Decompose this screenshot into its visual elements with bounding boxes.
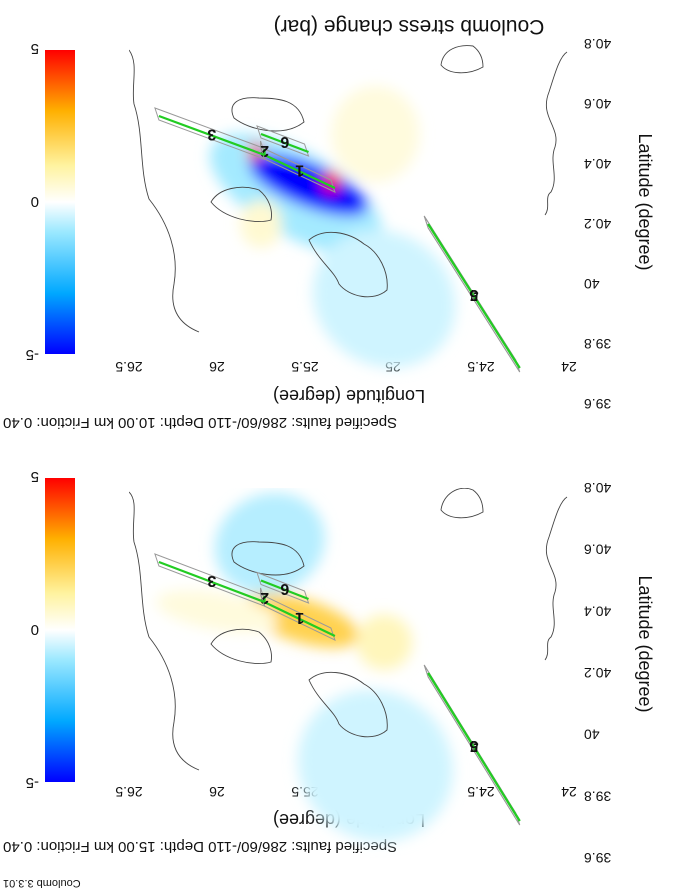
x-tick-label: 24 xyxy=(561,784,577,800)
software-credit: Coulomb 3.3.01 xyxy=(3,877,81,889)
coastline-island-lemnos xyxy=(308,671,388,738)
y-tick-label: 40 xyxy=(584,276,600,292)
fault-traces: 123456 xyxy=(154,553,521,826)
colorbar-tick-max: 5 xyxy=(31,40,39,57)
stress-contour xyxy=(297,689,453,842)
x-tick-label: 26.5 xyxy=(115,359,142,375)
stress-field xyxy=(156,492,453,842)
fault-trace xyxy=(158,560,265,604)
fault-trace xyxy=(260,132,309,154)
x-tick-label: 24 xyxy=(561,359,577,375)
fault-label: 2 xyxy=(260,142,269,159)
colorbar-tick-mid: 0 xyxy=(31,193,39,210)
coastline-east xyxy=(129,491,200,771)
fault-label: 3 xyxy=(207,572,216,589)
coastline-northeast xyxy=(544,496,568,661)
y-tick-label: 40.4 xyxy=(584,603,611,619)
x-tick-label: 26 xyxy=(209,359,225,375)
coastline-peninsula xyxy=(231,541,305,576)
fault-plane-outline xyxy=(256,125,310,157)
y-tick-label: 40 xyxy=(584,727,600,743)
y-tick-label: 39.6 xyxy=(584,850,611,866)
coastline-northeast xyxy=(544,51,568,216)
x-tick-label: 24.5 xyxy=(467,359,494,375)
y-tick-label: 40.6 xyxy=(584,542,611,558)
x-tick-label: 25.5 xyxy=(291,359,318,375)
y-tick-label: 40.8 xyxy=(584,36,611,52)
y-tick-label: 39.8 xyxy=(584,788,611,804)
stress-field xyxy=(209,86,456,368)
panel-subtitle: Specified faults: 286/60/-110 Depth: 15.… xyxy=(3,838,397,855)
coastline-east xyxy=(129,49,200,333)
y-ticks: 39.6 39.8 40 40.2 40.4 40.6 40.8 xyxy=(584,36,611,412)
coastline-island-lemnos xyxy=(308,231,388,298)
fault-trace xyxy=(260,579,309,601)
fault-plane-outline xyxy=(256,571,310,604)
y-axis-label: Latitude (degree) xyxy=(635,133,655,270)
colorbar-depth-15: -5 0 5 xyxy=(26,468,75,791)
stress-contour xyxy=(156,590,278,633)
x-axis-label: Longitude (degree) xyxy=(273,386,425,406)
coastline-island-samothrace xyxy=(440,45,484,74)
x-tick-label: 26.5 xyxy=(115,784,142,800)
panel-depth-10: Specified faults: 286/60/-110 Depth: 10.… xyxy=(3,36,655,431)
colorbar-tick-min: -5 xyxy=(26,774,39,791)
panel-subtitle: Specified faults: 286/60/-110 Depth: 10.… xyxy=(3,414,397,431)
stress-contour xyxy=(356,614,413,670)
colorbar-title: Coulomb stress change (bar) xyxy=(274,15,545,38)
fault-label: 2 xyxy=(260,589,269,606)
coastlines xyxy=(129,488,568,771)
fault-trace xyxy=(427,223,521,369)
fault-label: 1 xyxy=(295,609,304,626)
colorbar-depth-10: -5 0 5 xyxy=(26,40,75,363)
y-tick-label: 40.2 xyxy=(584,665,611,681)
y-tick-label: 40.6 xyxy=(584,96,611,112)
colorbar-gradient xyxy=(45,50,75,354)
fault-plane-outline xyxy=(154,107,266,160)
y-tick-label: 40.8 xyxy=(584,480,611,496)
x-tick-label: 24.5 xyxy=(467,784,494,800)
fault-trace xyxy=(264,154,336,189)
fault-label: 1 xyxy=(295,162,304,179)
fault-label: 3 xyxy=(207,126,216,143)
fault-label: 5 xyxy=(469,286,478,303)
coastline-island-samothrace xyxy=(440,488,484,519)
fault-label: 6 xyxy=(280,580,289,597)
y-axis-label: Latitude (degree) xyxy=(635,575,655,712)
y-ticks: 39.6 39.8 40 40.2 40.4 40.6 40.8 xyxy=(584,480,611,866)
x-tick-label: 26 xyxy=(209,784,225,800)
fault-trace xyxy=(264,601,336,637)
colorbar-tick-min: -5 xyxy=(26,346,39,363)
stress-contour xyxy=(249,154,368,216)
stress-contour xyxy=(331,86,420,182)
fault-trace xyxy=(158,114,265,157)
y-tick-label: 39.6 xyxy=(584,396,611,412)
fault-trace xyxy=(427,672,521,822)
panel-depth-15: Specified faults: 286/60/-110 Depth: 15.… xyxy=(3,480,655,866)
y-tick-label: 40.2 xyxy=(584,216,611,232)
coastline-peninsula xyxy=(231,97,305,132)
stress-contour xyxy=(239,200,283,248)
coastline-island-imbros xyxy=(210,186,272,223)
colorbar-tick-mid: 0 xyxy=(31,621,39,638)
fault-label: 6 xyxy=(280,133,289,150)
colorbar-tick-max: 5 xyxy=(31,468,39,485)
fault-traces: 123456 xyxy=(154,107,521,373)
coastline-island-imbros xyxy=(210,628,272,665)
stress-contour xyxy=(312,230,456,368)
y-tick-label: 40.4 xyxy=(584,156,611,172)
y-tick-label: 39.8 xyxy=(584,336,611,352)
stress-contour xyxy=(214,492,325,595)
fault-label: 5 xyxy=(469,737,478,754)
fault-plane-outline xyxy=(154,553,266,607)
colorbar-gradient xyxy=(45,478,75,782)
